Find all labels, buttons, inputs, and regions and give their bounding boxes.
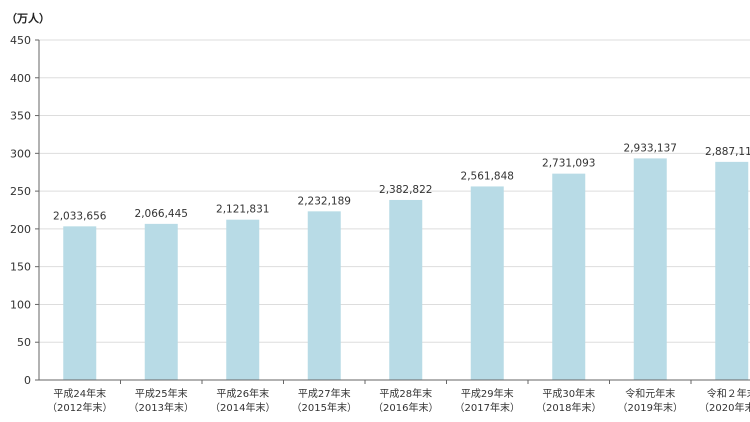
bar <box>633 158 667 380</box>
x-tick-sublabel: （2018年末） <box>536 401 601 414</box>
y-tick-label: 400 <box>10 72 31 85</box>
data-label: 2,232,189 <box>298 195 351 207</box>
bars <box>63 158 749 380</box>
x-tick-sublabel: （2017年末） <box>455 401 520 414</box>
x-tick-sublabel: （2015年末） <box>292 401 357 414</box>
bar <box>552 173 586 380</box>
y-tick-label: 100 <box>10 298 31 311</box>
y-tick-label: 350 <box>10 110 31 123</box>
y-axis-ticks: 0 50 100 150 200 250 300 350 400 450 <box>10 34 39 387</box>
bar <box>715 161 749 380</box>
bar <box>63 226 97 380</box>
y-tick-label: 50 <box>17 336 31 349</box>
data-label: 2,933,137 <box>624 142 677 154</box>
x-tick-label: 平成25年末 <box>135 387 188 400</box>
x-axis-ticks: 平成24年末（2012年末） 平成25年末（2013年末） 平成26年末（2014年… <box>47 380 750 414</box>
y-tick-label: 450 <box>10 34 31 47</box>
x-tick-label: 平成24年末 <box>53 387 106 400</box>
x-tick-sublabel: （2014年末） <box>210 401 275 414</box>
y-tick-label: 0 <box>24 374 31 387</box>
bar <box>307 211 341 380</box>
x-tick-label: 平成29年末 <box>461 387 514 400</box>
data-label: 2,121,831 <box>216 204 269 216</box>
data-label: 2,887,116 <box>705 146 750 158</box>
x-tick-label: 令和２年末 <box>707 387 750 400</box>
x-tick-sublabel: （2020年末） <box>699 401 750 414</box>
x-tick-label: 令和元年末 <box>625 387 675 400</box>
y-tick-label: 250 <box>10 185 31 198</box>
y-tick-label: 300 <box>10 147 31 160</box>
y-tick-label: 200 <box>10 223 31 236</box>
data-label: 2,561,848 <box>461 170 514 182</box>
bar <box>226 219 260 380</box>
x-tick-label: 平成26年末 <box>216 387 269 400</box>
data-label: 2,731,093 <box>542 158 595 170</box>
data-label: 2,382,822 <box>379 184 432 196</box>
x-tick-label: 平成27年末 <box>298 387 351 400</box>
data-label: 2,066,445 <box>135 208 188 220</box>
y-tick-label: 150 <box>10 261 31 274</box>
x-tick-sublabel: （2019年末） <box>618 401 683 414</box>
x-tick-sublabel: （2012年末） <box>47 401 112 414</box>
bar <box>144 223 178 380</box>
bar <box>470 186 504 380</box>
x-tick-sublabel: （2013年末） <box>129 401 194 414</box>
data-labels: 2,033,656 2,066,445 2,121,831 2,232,189 2,38… <box>53 142 750 222</box>
bar <box>389 199 423 380</box>
data-label: 2,033,656 <box>53 210 107 222</box>
y-axis-unit-label: （万人） <box>6 11 50 25</box>
x-tick-label: 平成30年末 <box>542 387 595 400</box>
x-tick-sublabel: （2016年末） <box>373 401 438 414</box>
x-tick-label: 平成28年末 <box>379 387 432 400</box>
